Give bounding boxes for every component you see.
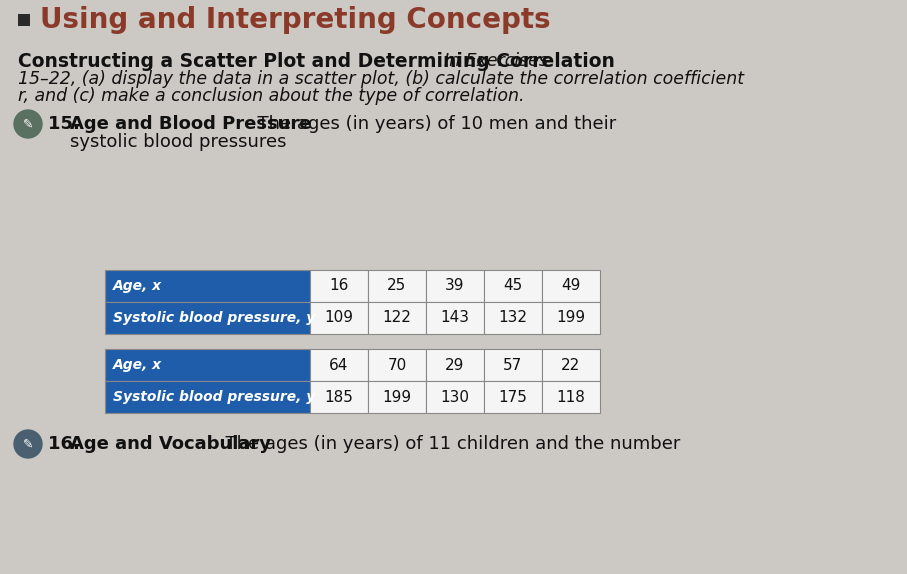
Text: 29: 29 xyxy=(445,358,464,373)
Bar xyxy=(18,14,30,26)
Text: 25: 25 xyxy=(387,278,406,293)
Bar xyxy=(105,270,310,302)
Text: Age and Blood Pressure: Age and Blood Pressure xyxy=(70,115,311,133)
Text: 143: 143 xyxy=(441,311,470,325)
Text: Systolic blood pressure, y: Systolic blood pressure, y xyxy=(113,311,316,325)
Bar xyxy=(426,302,484,334)
Bar xyxy=(310,349,368,381)
Bar xyxy=(426,381,484,413)
Bar xyxy=(310,381,368,413)
Text: 15–22, (a) display the data in a scatter plot, (b) calculate the correlation coe: 15–22, (a) display the data in a scatter… xyxy=(18,70,744,88)
Bar xyxy=(542,270,600,302)
Text: ✎: ✎ xyxy=(23,118,34,130)
Text: 109: 109 xyxy=(325,311,354,325)
Text: 22: 22 xyxy=(561,358,580,373)
Text: In Exercises: In Exercises xyxy=(434,52,548,70)
Circle shape xyxy=(14,430,42,458)
Text: 175: 175 xyxy=(499,390,528,405)
Bar xyxy=(426,270,484,302)
Text: r, and (c) make a conclusion about the type of correlation.: r, and (c) make a conclusion about the t… xyxy=(18,87,524,105)
Text: Systolic blood pressure, y: Systolic blood pressure, y xyxy=(113,390,316,404)
Text: 57: 57 xyxy=(503,358,522,373)
Text: Constructing a Scatter Plot and Determining Correlation: Constructing a Scatter Plot and Determin… xyxy=(18,52,615,71)
Bar xyxy=(105,349,310,381)
Text: The ages (in years) of 10 men and their: The ages (in years) of 10 men and their xyxy=(246,115,616,133)
Text: 64: 64 xyxy=(329,358,348,373)
Bar xyxy=(542,349,600,381)
Bar xyxy=(542,302,600,334)
Text: 39: 39 xyxy=(445,278,464,293)
Text: 45: 45 xyxy=(503,278,522,293)
Text: Age, x: Age, x xyxy=(113,279,162,293)
Text: 122: 122 xyxy=(383,311,412,325)
Text: 132: 132 xyxy=(499,311,528,325)
Text: 199: 199 xyxy=(556,311,586,325)
Text: 16.: 16. xyxy=(48,435,86,453)
Bar xyxy=(484,349,542,381)
Text: Using and Interpreting Concepts: Using and Interpreting Concepts xyxy=(40,6,551,34)
Bar xyxy=(310,270,368,302)
Text: The ages (in years) of 11 children and the number: The ages (in years) of 11 children and t… xyxy=(214,435,680,453)
Bar xyxy=(368,381,426,413)
Text: 16: 16 xyxy=(329,278,348,293)
Bar xyxy=(368,270,426,302)
Text: 118: 118 xyxy=(557,390,585,405)
Bar xyxy=(484,381,542,413)
Bar xyxy=(542,381,600,413)
Circle shape xyxy=(14,110,42,138)
Bar xyxy=(484,302,542,334)
Bar xyxy=(310,302,368,334)
Text: 70: 70 xyxy=(387,358,406,373)
Bar xyxy=(426,349,484,381)
Text: Age, x: Age, x xyxy=(113,358,162,372)
Text: 199: 199 xyxy=(383,390,412,405)
Bar xyxy=(105,381,310,413)
Text: ✎: ✎ xyxy=(23,437,34,451)
Text: 130: 130 xyxy=(441,390,470,405)
Bar xyxy=(368,302,426,334)
Text: 185: 185 xyxy=(325,390,354,405)
Text: Age and Vocabulary: Age and Vocabulary xyxy=(70,435,271,453)
Text: systolic blood pressures: systolic blood pressures xyxy=(70,133,287,151)
Text: 49: 49 xyxy=(561,278,580,293)
Bar xyxy=(105,302,310,334)
Bar xyxy=(484,270,542,302)
Text: 15.: 15. xyxy=(48,115,86,133)
Bar xyxy=(368,349,426,381)
